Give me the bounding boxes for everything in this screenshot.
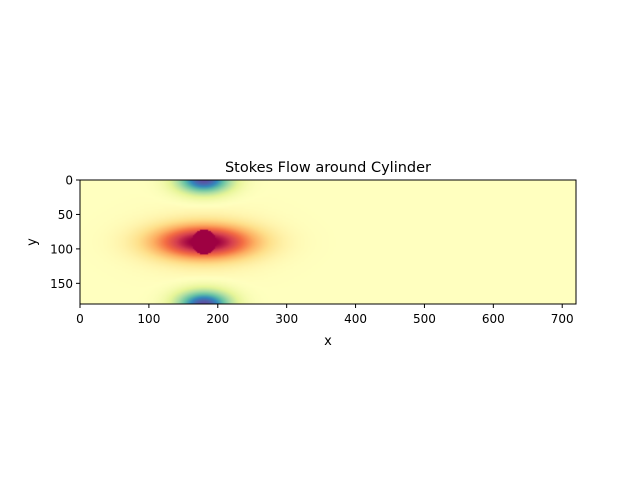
x-axis-label: x — [324, 334, 332, 349]
y-tick-label: 150 — [50, 277, 73, 291]
x-tick-label: 700 — [551, 312, 574, 326]
y-tick-label: 0 — [65, 174, 73, 188]
x-tick-label: 300 — [275, 312, 298, 326]
x-axis-ticks: 0 100 200 300 400 500 600 700 — [76, 304, 574, 326]
x-tick-label: 200 — [206, 312, 229, 326]
y-tick-label: 100 — [50, 242, 73, 256]
x-tick-label: 400 — [344, 312, 367, 326]
y-axis-label: y — [25, 238, 40, 246]
y-axis-ticks: 0 50 100 150 — [50, 174, 80, 291]
x-tick-label: 500 — [413, 312, 436, 326]
y-tick-label: 50 — [58, 208, 73, 222]
x-tick-label: 600 — [482, 312, 505, 326]
heatmap-image — [80, 180, 576, 304]
chart-title: Stokes Flow around Cylinder — [225, 160, 431, 176]
x-tick-label: 100 — [137, 312, 160, 326]
plot-frame — [79, 179, 577, 305]
x-tick-label: 0 — [76, 312, 84, 326]
heatmap-area — [80, 180, 576, 304]
